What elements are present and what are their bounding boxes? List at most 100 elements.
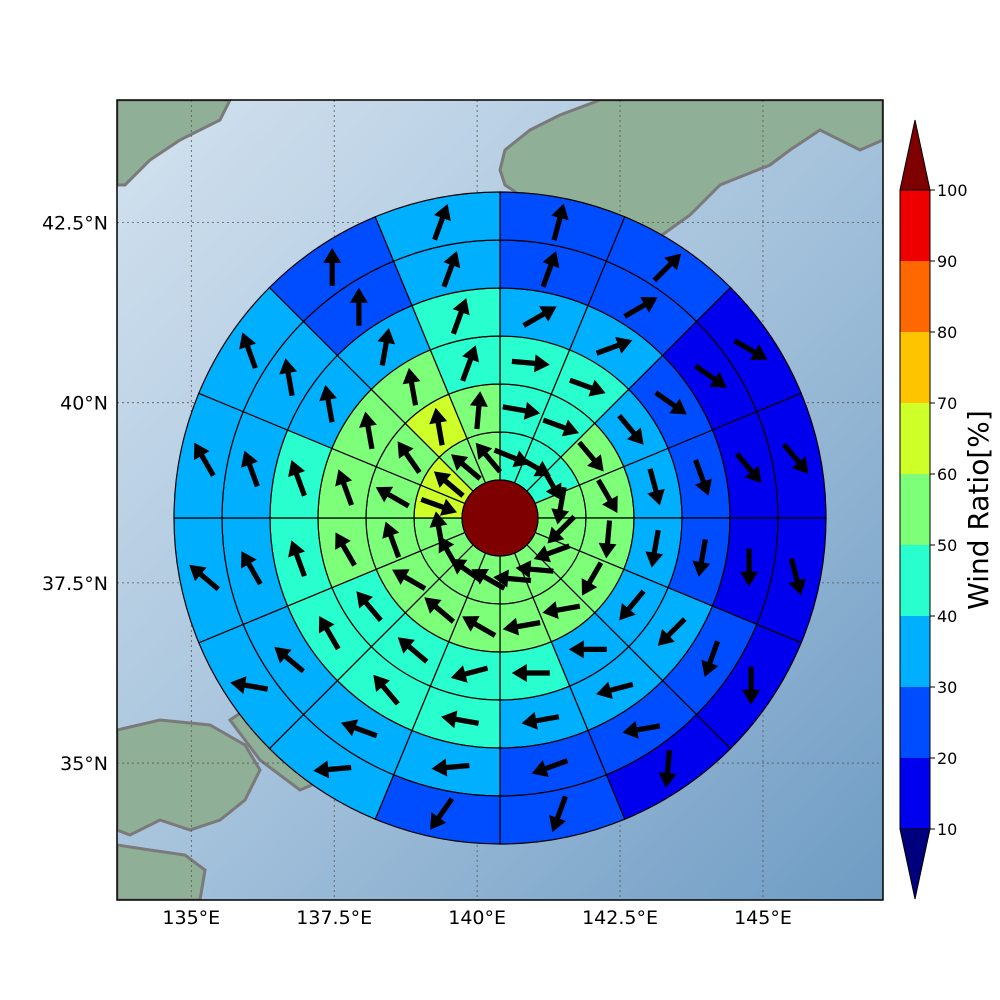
wind-arrow bbox=[740, 548, 759, 587]
wind-arrow bbox=[619, 589, 646, 621]
wind-arrow bbox=[313, 760, 352, 779]
colorbar-over-triangle bbox=[899, 119, 931, 191]
colorbar-tick-label: 40 bbox=[937, 607, 957, 626]
wind-arrow bbox=[373, 674, 400, 706]
colorbar-under-triangle bbox=[899, 828, 931, 900]
colorbar-segment bbox=[900, 545, 930, 616]
wind-arrow bbox=[431, 758, 470, 777]
wind-arrow bbox=[230, 676, 269, 694]
wind-arrow bbox=[551, 203, 569, 241]
colorbar-tick-label: 50 bbox=[937, 536, 957, 555]
lat-tick-label: 37.5°N bbox=[42, 573, 108, 595]
wind-arrow bbox=[598, 520, 617, 559]
lon-tick-label: 142.5°E bbox=[582, 907, 658, 929]
wind-arrow bbox=[577, 440, 604, 472]
wind-arrow bbox=[493, 569, 532, 588]
colorbar-tick-label: 60 bbox=[937, 465, 957, 484]
wind-arrow bbox=[382, 521, 402, 559]
colorbar-segment bbox=[900, 687, 930, 758]
wind-arrow bbox=[241, 450, 260, 488]
colorbar-tick-label: 100 bbox=[937, 181, 968, 200]
wind-arrow bbox=[549, 795, 568, 833]
lat-tick-label: 40°N bbox=[60, 393, 108, 415]
colorbar-tick-label: 70 bbox=[937, 394, 957, 413]
wind-arrow bbox=[288, 460, 307, 497]
wind-arrow bbox=[788, 557, 806, 596]
wind-arrow bbox=[652, 253, 682, 283]
wind-arrow bbox=[645, 529, 664, 568]
wind-arrow bbox=[733, 338, 768, 360]
wind-arrow bbox=[441, 710, 479, 729]
wind-arrow bbox=[430, 797, 455, 830]
wind-arrow bbox=[471, 569, 506, 591]
sector-grid bbox=[173, 191, 827, 845]
colorbar-tick-label: 80 bbox=[937, 323, 957, 342]
colorbar-segment bbox=[900, 190, 930, 261]
wind-arrow bbox=[189, 564, 220, 592]
wind-arrow bbox=[359, 411, 377, 450]
wind-arrow bbox=[596, 478, 618, 513]
wind-arrow bbox=[335, 469, 354, 506]
wind-arrow bbox=[581, 561, 604, 596]
wind-arrow bbox=[542, 417, 579, 437]
wind-arrow bbox=[424, 597, 456, 624]
wind-arrow bbox=[658, 750, 677, 788]
wind-arrow bbox=[782, 442, 809, 474]
wind-arrow bbox=[279, 358, 297, 397]
wind-arrow bbox=[194, 442, 216, 477]
wind-arrow bbox=[596, 681, 634, 699]
wind-arrow bbox=[469, 391, 488, 430]
wind-arrow bbox=[521, 711, 560, 730]
wind-arrow bbox=[693, 459, 712, 496]
wind-arrow bbox=[239, 332, 258, 369]
colorbar-frame bbox=[899, 189, 931, 830]
wind-arrow bbox=[429, 511, 448, 550]
wind-arrow bbox=[502, 402, 541, 420]
wind-arrow bbox=[318, 616, 341, 651]
wind-arrow bbox=[692, 539, 711, 577]
wind-arrow bbox=[623, 297, 658, 319]
wind-arrow bbox=[402, 367, 421, 406]
colorbar-label: Wind Ratio[%] bbox=[962, 410, 995, 610]
wind-arrow bbox=[349, 287, 368, 326]
wind-arrow bbox=[569, 377, 606, 397]
wind-arrow bbox=[341, 719, 378, 739]
wind-arrow bbox=[539, 465, 562, 500]
map-area bbox=[117, 100, 883, 900]
colorbar-segment bbox=[900, 616, 930, 687]
colorbar-tick-label: 30 bbox=[937, 678, 957, 697]
wind-arrow bbox=[335, 532, 357, 567]
wind-arrow bbox=[654, 390, 687, 415]
wind-arrow bbox=[694, 363, 727, 388]
wind-arrow bbox=[451, 454, 482, 481]
wind-arrow bbox=[433, 471, 465, 498]
colorbar-tick-label: 90 bbox=[937, 252, 957, 271]
wind-arrow bbox=[432, 204, 451, 241]
lon-tick-label: 137.5°E bbox=[296, 907, 372, 929]
land-kyushu-kii bbox=[117, 843, 207, 900]
colorbar-segment bbox=[900, 758, 930, 829]
wind-arrow bbox=[622, 721, 661, 739]
wind-arrow bbox=[460, 345, 479, 382]
colorbar-segment bbox=[900, 474, 930, 545]
wind-arrow bbox=[288, 540, 307, 577]
land-shikoku bbox=[117, 718, 262, 837]
wind-arrow bbox=[511, 354, 550, 373]
wind-arrow bbox=[657, 617, 687, 646]
wind-arrow bbox=[647, 468, 665, 506]
wind-arrow bbox=[356, 591, 383, 622]
wind-arrow bbox=[475, 442, 503, 474]
wind-arrow bbox=[701, 640, 721, 677]
wind-arrow bbox=[375, 486, 410, 509]
wind-arrow bbox=[323, 247, 342, 286]
wind-arrow bbox=[617, 414, 644, 445]
wind-arrow bbox=[429, 407, 448, 446]
wind-arrow bbox=[515, 560, 554, 579]
wind-arrow bbox=[533, 543, 571, 563]
lat-tick-label: 35°N bbox=[60, 753, 108, 775]
colorbar-tick-label: 10 bbox=[937, 820, 957, 839]
wind-arrow bbox=[420, 497, 457, 516]
latitude-tick-labels: 42.5°N 40°N 37.5°N 35°N bbox=[42, 213, 108, 776]
colorbar-tick-label: 20 bbox=[937, 749, 957, 768]
map-frame bbox=[116, 99, 884, 901]
